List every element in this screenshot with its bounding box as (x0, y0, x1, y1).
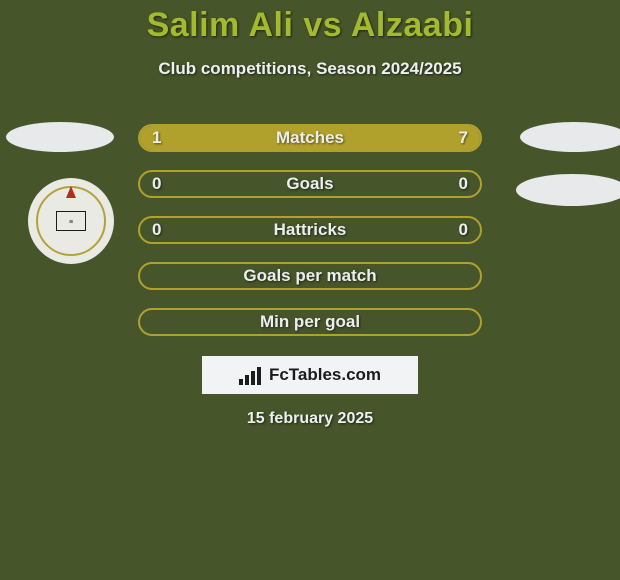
stat-value-right: 0 (459, 172, 468, 196)
player-avatar-left-placeholder (6, 122, 114, 152)
stat-value-left: 0 (152, 218, 161, 242)
stat-label: Hattricks (140, 218, 480, 242)
stat-value-left: 0 (152, 172, 161, 196)
stat-label: Min per goal (140, 310, 480, 334)
book-icon: ≡ (56, 211, 86, 231)
page-title: Salim Ali vs Alzaabi (0, 0, 620, 45)
date-line: 15 february 2025 (0, 410, 620, 428)
stat-value-right: 0 (459, 218, 468, 242)
stat-bar: Goals per match (138, 262, 482, 290)
team-logo-inner: ≡ (36, 186, 106, 256)
page-subtitle: Club competitions, Season 2024/2025 (0, 59, 620, 79)
player-avatar-right-placeholder (520, 122, 620, 152)
stat-bar: Matches1 7 (138, 124, 482, 152)
flame-icon (66, 186, 76, 198)
stats-area: Matches17Goals00Hattricks00Goals per mat… (138, 124, 482, 354)
infographic-root: Salim Ali vs Alzaabi Club competitions, … (0, 0, 620, 580)
stat-label: Goals (140, 172, 480, 196)
stat-value-left: 1 (152, 126, 161, 150)
stat-label: Goals per match (140, 264, 480, 288)
stat-bar: Goals0 0 (138, 170, 482, 198)
chart-icon (239, 365, 263, 385)
stat-value-right: 7 (459, 126, 468, 150)
stat-bar: Min per goal (138, 308, 482, 336)
stat-bar: Hattricks0 0 (138, 216, 482, 244)
stat-label: Matches (140, 126, 480, 150)
team-avatar-right-placeholder (516, 174, 620, 206)
brand-badge: FcTables.com (202, 356, 418, 394)
brand-text: FcTables.com (269, 365, 381, 385)
team-logo-left: ≡ (28, 178, 114, 264)
